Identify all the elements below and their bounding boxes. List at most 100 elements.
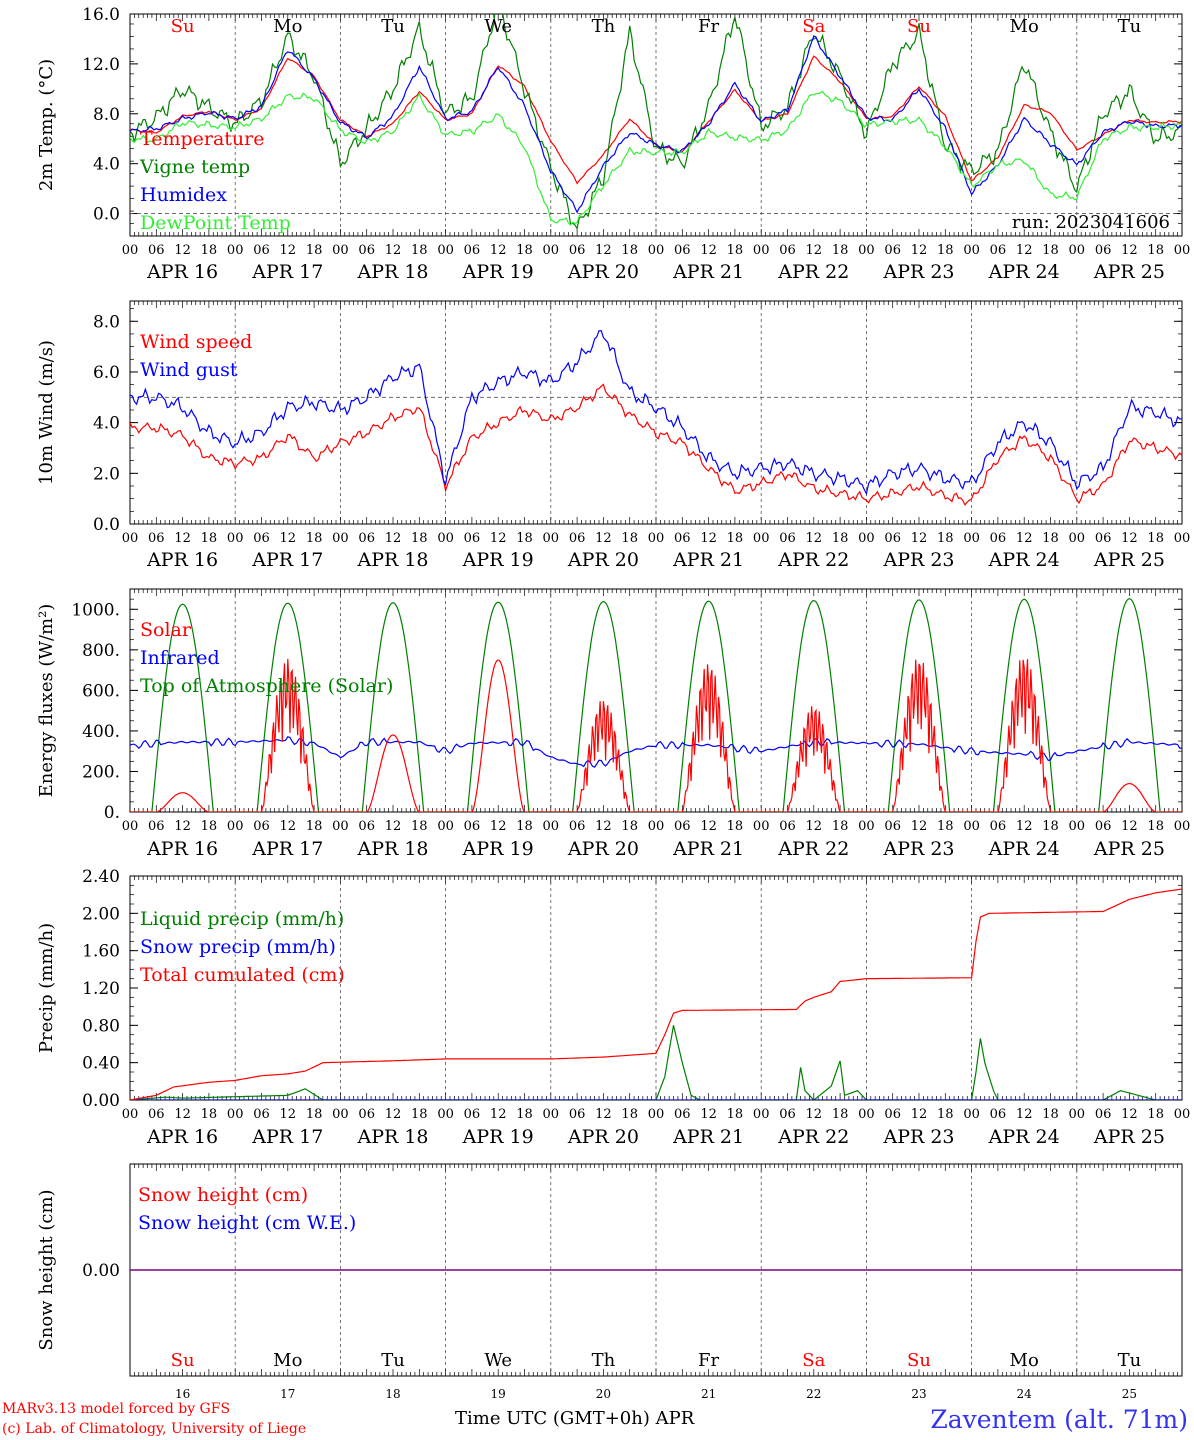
y-tick-label: 6.0 — [93, 363, 120, 383]
hour-label: 00 — [858, 243, 875, 258]
hour-label: 12 — [280, 1107, 297, 1122]
hour-label: 00 — [963, 531, 980, 546]
hour-label: 18 — [1042, 1107, 1059, 1122]
panels: 0.0 4.0 8.0 12.0 16.0 2m Temp. (°C) 00 06 12 18 AP… — [36, 5, 1191, 1401]
day-number: 22 — [806, 1387, 821, 1401]
hour-label: 18 — [516, 243, 533, 258]
hour-label: 18 — [1042, 531, 1059, 546]
day-number: 18 — [385, 1387, 400, 1401]
hour-label: 18 — [411, 1107, 428, 1122]
hour-label: 00 — [1069, 531, 1086, 546]
day-name-bottom: Mo — [1010, 1350, 1039, 1371]
panel-4: 0.00 0.40 0.80 1.20 1.60 2.00 2.40 Precip (mm/h… — [36, 867, 1190, 1148]
hour-label: 12 — [1016, 243, 1033, 258]
hour-label: 00 — [543, 243, 560, 258]
hour-label: 18 — [1147, 819, 1164, 834]
day-name-top: Su — [171, 16, 195, 37]
hour-label: 18 — [727, 243, 744, 258]
hour-label: 18 — [937, 819, 954, 834]
date-label: APR 18 — [356, 1126, 428, 1148]
hour-label: 06 — [464, 1107, 481, 1122]
legend-entry: Infrared — [140, 647, 220, 669]
day-name-top: Fr — [698, 16, 719, 37]
hour-label: 12 — [806, 243, 823, 258]
day-number: 20 — [596, 1387, 611, 1401]
hour-label: 00 — [753, 819, 770, 834]
date-label: APR 24 — [988, 838, 1060, 860]
hour-label: 12 — [806, 1107, 823, 1122]
y-axis-title: 2m Temp. (°C) — [36, 59, 57, 191]
date-label: APR 17 — [251, 1126, 323, 1148]
hour-label: 06 — [569, 819, 586, 834]
series-lines — [130, 598, 1182, 812]
hour-label: 12 — [1121, 531, 1138, 546]
hour-label: 06 — [884, 819, 901, 834]
y-tick-label: 2.0 — [93, 464, 120, 484]
series-infrared — [130, 735, 1182, 768]
hour-label: 00 — [963, 1107, 980, 1122]
hour-label: 18 — [727, 1107, 744, 1122]
hour-label: 12 — [911, 819, 928, 834]
date-label: APR 25 — [1093, 838, 1165, 860]
legend-entry: Wind speed — [140, 331, 252, 353]
hour-label: 00 — [227, 531, 244, 546]
legend-entry: Top of Atmosphere (Solar) — [140, 675, 393, 697]
day-number: 17 — [280, 1387, 295, 1401]
hour-label: 06 — [1095, 531, 1112, 546]
hour-label: 06 — [990, 819, 1007, 834]
hour-label: 18 — [201, 531, 218, 546]
date-label: APR 19 — [462, 838, 534, 860]
hour-label: 06 — [148, 531, 165, 546]
date-label: APR 18 — [356, 549, 428, 571]
hour-label: 06 — [253, 531, 270, 546]
hour-label: 06 — [253, 243, 270, 258]
date-label: APR 16 — [146, 838, 218, 860]
legend-entry: Snow height (cm W.E.) — [138, 1212, 356, 1234]
hour-label: 00 — [648, 243, 665, 258]
date-label: APR 22 — [777, 549, 849, 571]
date-label: APR 19 — [462, 549, 534, 571]
y-tick-label: 8.0 — [93, 105, 120, 125]
hour-label: 12 — [174, 819, 191, 834]
hour-label: 06 — [148, 819, 165, 834]
series-humidex — [130, 35, 1182, 214]
hour-label: 12 — [490, 243, 507, 258]
hour-label: 00 — [543, 819, 560, 834]
series-lines — [130, 329, 1182, 507]
hour-label: 12 — [911, 243, 928, 258]
hour-label: 12 — [1121, 819, 1138, 834]
date-label: APR 22 — [777, 261, 849, 283]
hour-label: 06 — [779, 243, 796, 258]
hour-label: 18 — [832, 531, 849, 546]
hour-label: 12 — [280, 819, 297, 834]
hour-label: 18 — [832, 243, 849, 258]
hour-label: 06 — [1095, 819, 1112, 834]
legend-entry: DewPoint Temp — [140, 212, 291, 234]
hour-label: 18 — [306, 819, 323, 834]
hour-label: 18 — [937, 1107, 954, 1122]
hour-label: 00 — [543, 531, 560, 546]
y-axis-title: Energy fluxes (W/m²) — [36, 604, 57, 798]
hour-label: 12 — [1121, 1107, 1138, 1122]
y-tick-label: 200. — [82, 762, 120, 782]
legend-entry: Snow precip (mm/h) — [140, 936, 336, 958]
hour-label: 18 — [306, 243, 323, 258]
hour-label: 12 — [1016, 531, 1033, 546]
date-label: APR 22 — [777, 838, 849, 860]
hour-label: 00 — [332, 819, 349, 834]
panel-5: 0.00 Snow height (cm) Su 16 Mo 17 Tu 18 We 19 Th 20… — [36, 1163, 1183, 1401]
hour-label: 00 — [1174, 1107, 1191, 1122]
hour-label: 00 — [753, 243, 770, 258]
date-label: APR 18 — [356, 838, 428, 860]
legend-entry: Humidex — [140, 184, 227, 206]
legend-entry: Vigne temp — [139, 156, 250, 178]
hour-label: 18 — [1147, 243, 1164, 258]
hour-label: 06 — [1095, 243, 1112, 258]
series-liquid-precip-mm-h- — [130, 1025, 1182, 1100]
series-total-cumulated-cm- — [130, 888, 1182, 1100]
hour-label: 00 — [1174, 819, 1191, 834]
y-tick-label: 1.20 — [82, 979, 120, 999]
day-number: 16 — [175, 1387, 190, 1401]
hour-label: 18 — [411, 819, 428, 834]
